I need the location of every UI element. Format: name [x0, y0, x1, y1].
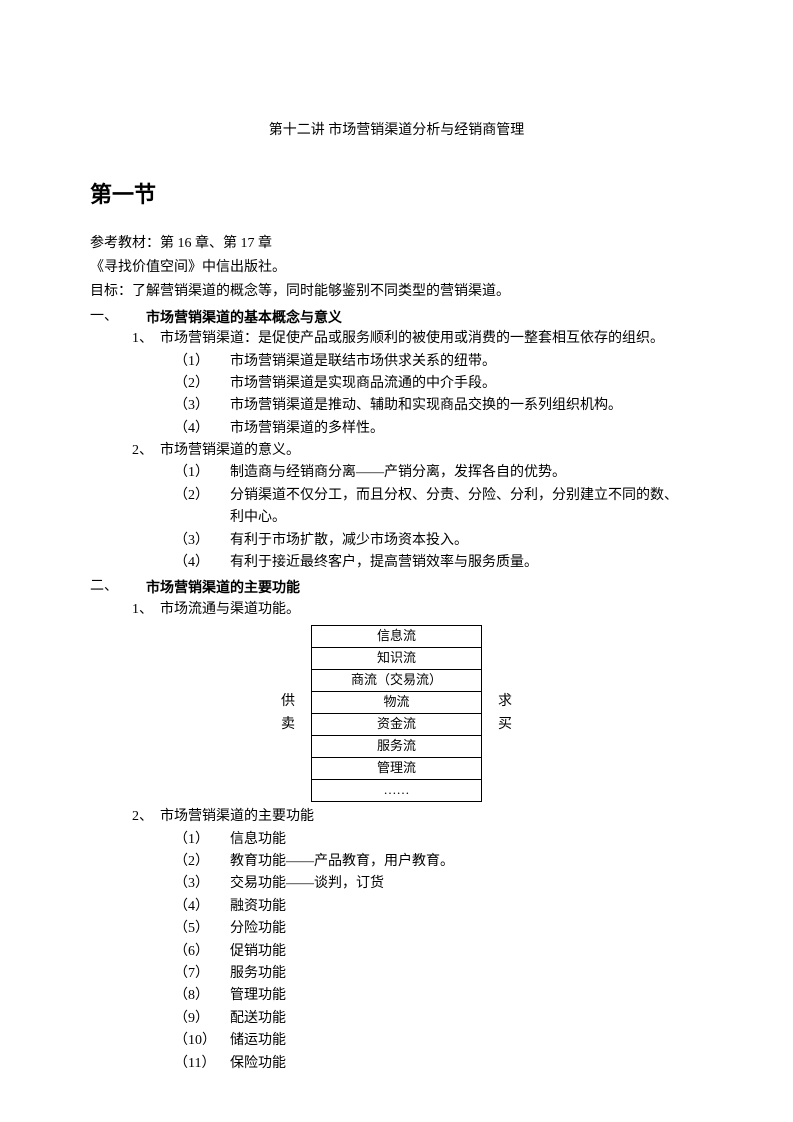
item-1-2-text: 市场营销渠道的意义。: [160, 440, 300, 462]
heading-2: 二、 市场营销渠道的主要功能: [90, 576, 703, 598]
table-right-top: 求: [498, 691, 528, 713]
item-1-1-3-text: 市场营销渠道是推动、辅助和实现商品交换的一系列组织机构。: [230, 395, 622, 417]
heading-1-num: 一、: [90, 306, 146, 328]
item-1-2-4-text: 有利于接近最终客户，提高营销效率与服务质量。: [230, 552, 538, 574]
item-2-2-11-num: （11）: [174, 1053, 230, 1075]
item-1-2-1-num: （1）: [174, 462, 230, 484]
item-2-2-4-text: 融资功能: [230, 896, 286, 918]
reference-line-3: 目标：了解营销渠道的概念等，同时能够鉴别不同类型的营销渠道。: [90, 281, 703, 303]
flow-table-container: 供 卖 信息流 知识流 商流（交易流） 物流 资金流 服务流 管理流 …… 求 …: [90, 625, 703, 802]
reference-line-1: 参考教材：第 16 章、第 17 章: [90, 233, 703, 255]
item-1-2-2: （2） 分销渠道不仅分工，而且分权、分责、分险、分利，分别建立不同的数、: [90, 485, 703, 507]
flow-table: 信息流 知识流 商流（交易流） 物流 资金流 服务流 管理流 ……: [311, 625, 482, 802]
item-2-2-7-text: 服务功能: [230, 963, 286, 985]
item-2-2-7: （7） 服务功能: [90, 963, 703, 985]
flow-row-5: 服务流: [312, 736, 482, 758]
item-2-2-8: （8） 管理功能: [90, 985, 703, 1007]
item-1-2-num: 2、: [132, 440, 160, 462]
item-1-1-1: （1） 市场营销渠道是联结市场供求关系的纽带。: [90, 351, 703, 373]
table-right-label: 求 买: [498, 691, 528, 736]
item-1-1-2-text: 市场营销渠道是实现商品流通的中介手段。: [230, 373, 496, 395]
heading-2-text: 市场营销渠道的主要功能: [146, 576, 300, 598]
item-1-1-1-text: 市场营销渠道是联结市场供求关系的纽带。: [230, 351, 496, 373]
item-1-1-text: 市场营销渠道：是促使产品或服务顺利的被使用或消费的一整套相互依存的组织。: [160, 328, 664, 350]
item-1-1-2: （2） 市场营销渠道是实现商品流通的中介手段。: [90, 373, 703, 395]
heading-1-text: 市场营销渠道的基本概念与意义: [146, 306, 342, 328]
heading-2-num: 二、: [90, 576, 146, 598]
item-1-1-4-num: （4）: [174, 418, 230, 440]
flow-row-1: 知识流: [312, 648, 482, 670]
item-1-1: 1、 市场营销渠道：是促使产品或服务顺利的被使用或消费的一整套相互依存的组织。: [90, 328, 703, 350]
item-2-2-6: （6） 促销功能: [90, 941, 703, 963]
item-2-2-2: （2） 教育功能——产品教育，用户教育。: [90, 851, 703, 873]
item-2-2-5: （5） 分险功能: [90, 918, 703, 940]
item-1-2-4: （4） 有利于接近最终客户，提高营销效率与服务质量。: [90, 552, 703, 574]
item-2-2-11-text: 保险功能: [230, 1053, 286, 1075]
item-2-2-5-text: 分险功能: [230, 918, 286, 940]
item-2-2-6-num: （6）: [174, 941, 230, 963]
item-1-2-3-text: 有利于市场扩散，减少市场资本投入。: [230, 530, 468, 552]
flow-row-3: 物流: [312, 692, 482, 714]
table-right-bottom: 买: [498, 714, 528, 736]
item-1-2-1-text: 制造商与经销商分离——产销分离，发挥各自的优势。: [230, 462, 566, 484]
item-2-2-text: 市场营销渠道的主要功能: [160, 806, 314, 828]
item-1-1-4: （4） 市场营销渠道的多样性。: [90, 418, 703, 440]
item-1-2-1: （1） 制造商与经销商分离——产销分离，发挥各自的优势。: [90, 462, 703, 484]
item-2-2-8-text: 管理功能: [230, 985, 286, 1007]
reference-line-2: 《寻找价值空间》中信出版社。: [90, 257, 703, 279]
item-2-2-1-num: （1）: [174, 829, 230, 851]
table-left-label: 供 卖: [265, 691, 295, 736]
item-2-2-4: （4） 融资功能: [90, 896, 703, 918]
flow-row-0: 信息流: [312, 626, 482, 648]
item-2-2-6-text: 促销功能: [230, 941, 286, 963]
item-1-2-2-text: 分销渠道不仅分工，而且分权、分责、分险、分利，分别建立不同的数、: [230, 485, 678, 507]
item-2-2-3: （3） 交易功能——谈判，订货: [90, 873, 703, 895]
item-2-2-2-num: （2）: [174, 851, 230, 873]
item-1-1-3-num: （3）: [174, 395, 230, 417]
item-1-1-num: 1、: [132, 328, 160, 350]
item-1-1-2-num: （2）: [174, 373, 230, 395]
item-2-2-4-num: （4）: [174, 896, 230, 918]
item-2-1: 1、 市场流通与渠道功能。: [90, 599, 703, 621]
item-2-2-10-num: （10）: [174, 1030, 230, 1052]
item-1-2: 2、 市场营销渠道的意义。: [90, 440, 703, 462]
item-2-2-7-num: （7）: [174, 963, 230, 985]
item-2-1-num: 1、: [132, 599, 160, 621]
item-1-2-3: （3） 有利于市场扩散，减少市场资本投入。: [90, 530, 703, 552]
item-2-2-5-num: （5）: [174, 918, 230, 940]
item-2-2-1: （1） 信息功能: [90, 829, 703, 851]
item-1-2-2-continue: 利中心。: [90, 507, 703, 529]
section-header: 第一节: [90, 177, 703, 212]
item-1-1-3: （3） 市场营销渠道是推动、辅助和实现商品交换的一系列组织机构。: [90, 395, 703, 417]
item-2-2-9-text: 配送功能: [230, 1008, 286, 1030]
flow-row-6: 管理流: [312, 758, 482, 780]
item-1-2-3-num: （3）: [174, 530, 230, 552]
item-2-2-3-text: 交易功能——谈判，订货: [230, 873, 384, 895]
item-2-2-9: （9） 配送功能: [90, 1008, 703, 1030]
heading-1: 一、 市场营销渠道的基本概念与意义: [90, 306, 703, 328]
document-title: 第十二讲 市场营销渠道分析与经销商管理: [90, 120, 703, 142]
item-2-2-10: （10） 储运功能: [90, 1030, 703, 1052]
item-2-2: 2、 市场营销渠道的主要功能: [90, 806, 703, 828]
item-2-2-2-text: 教育功能——产品教育，用户教育。: [230, 851, 454, 873]
table-left-top: 供: [265, 691, 295, 713]
item-2-2-1-text: 信息功能: [230, 829, 286, 851]
item-2-2-9-num: （9）: [174, 1008, 230, 1030]
item-2-1-text: 市场流通与渠道功能。: [160, 599, 300, 621]
table-left-bottom: 卖: [265, 714, 295, 736]
item-1-1-1-num: （1）: [174, 351, 230, 373]
item-1-1-4-text: 市场营销渠道的多样性。: [230, 418, 384, 440]
item-2-2-8-num: （8）: [174, 985, 230, 1007]
flow-row-2: 商流（交易流）: [312, 670, 482, 692]
flow-row-4: 资金流: [312, 714, 482, 736]
flow-row-7: ……: [312, 780, 482, 802]
item-2-2-11: （11） 保险功能: [90, 1053, 703, 1075]
item-2-2-num: 2、: [132, 806, 160, 828]
item-1-2-4-num: （4）: [174, 552, 230, 574]
item-1-2-2-num: （2）: [174, 485, 230, 507]
item-2-2-10-text: 储运功能: [230, 1030, 286, 1052]
item-2-2-3-num: （3）: [174, 873, 230, 895]
